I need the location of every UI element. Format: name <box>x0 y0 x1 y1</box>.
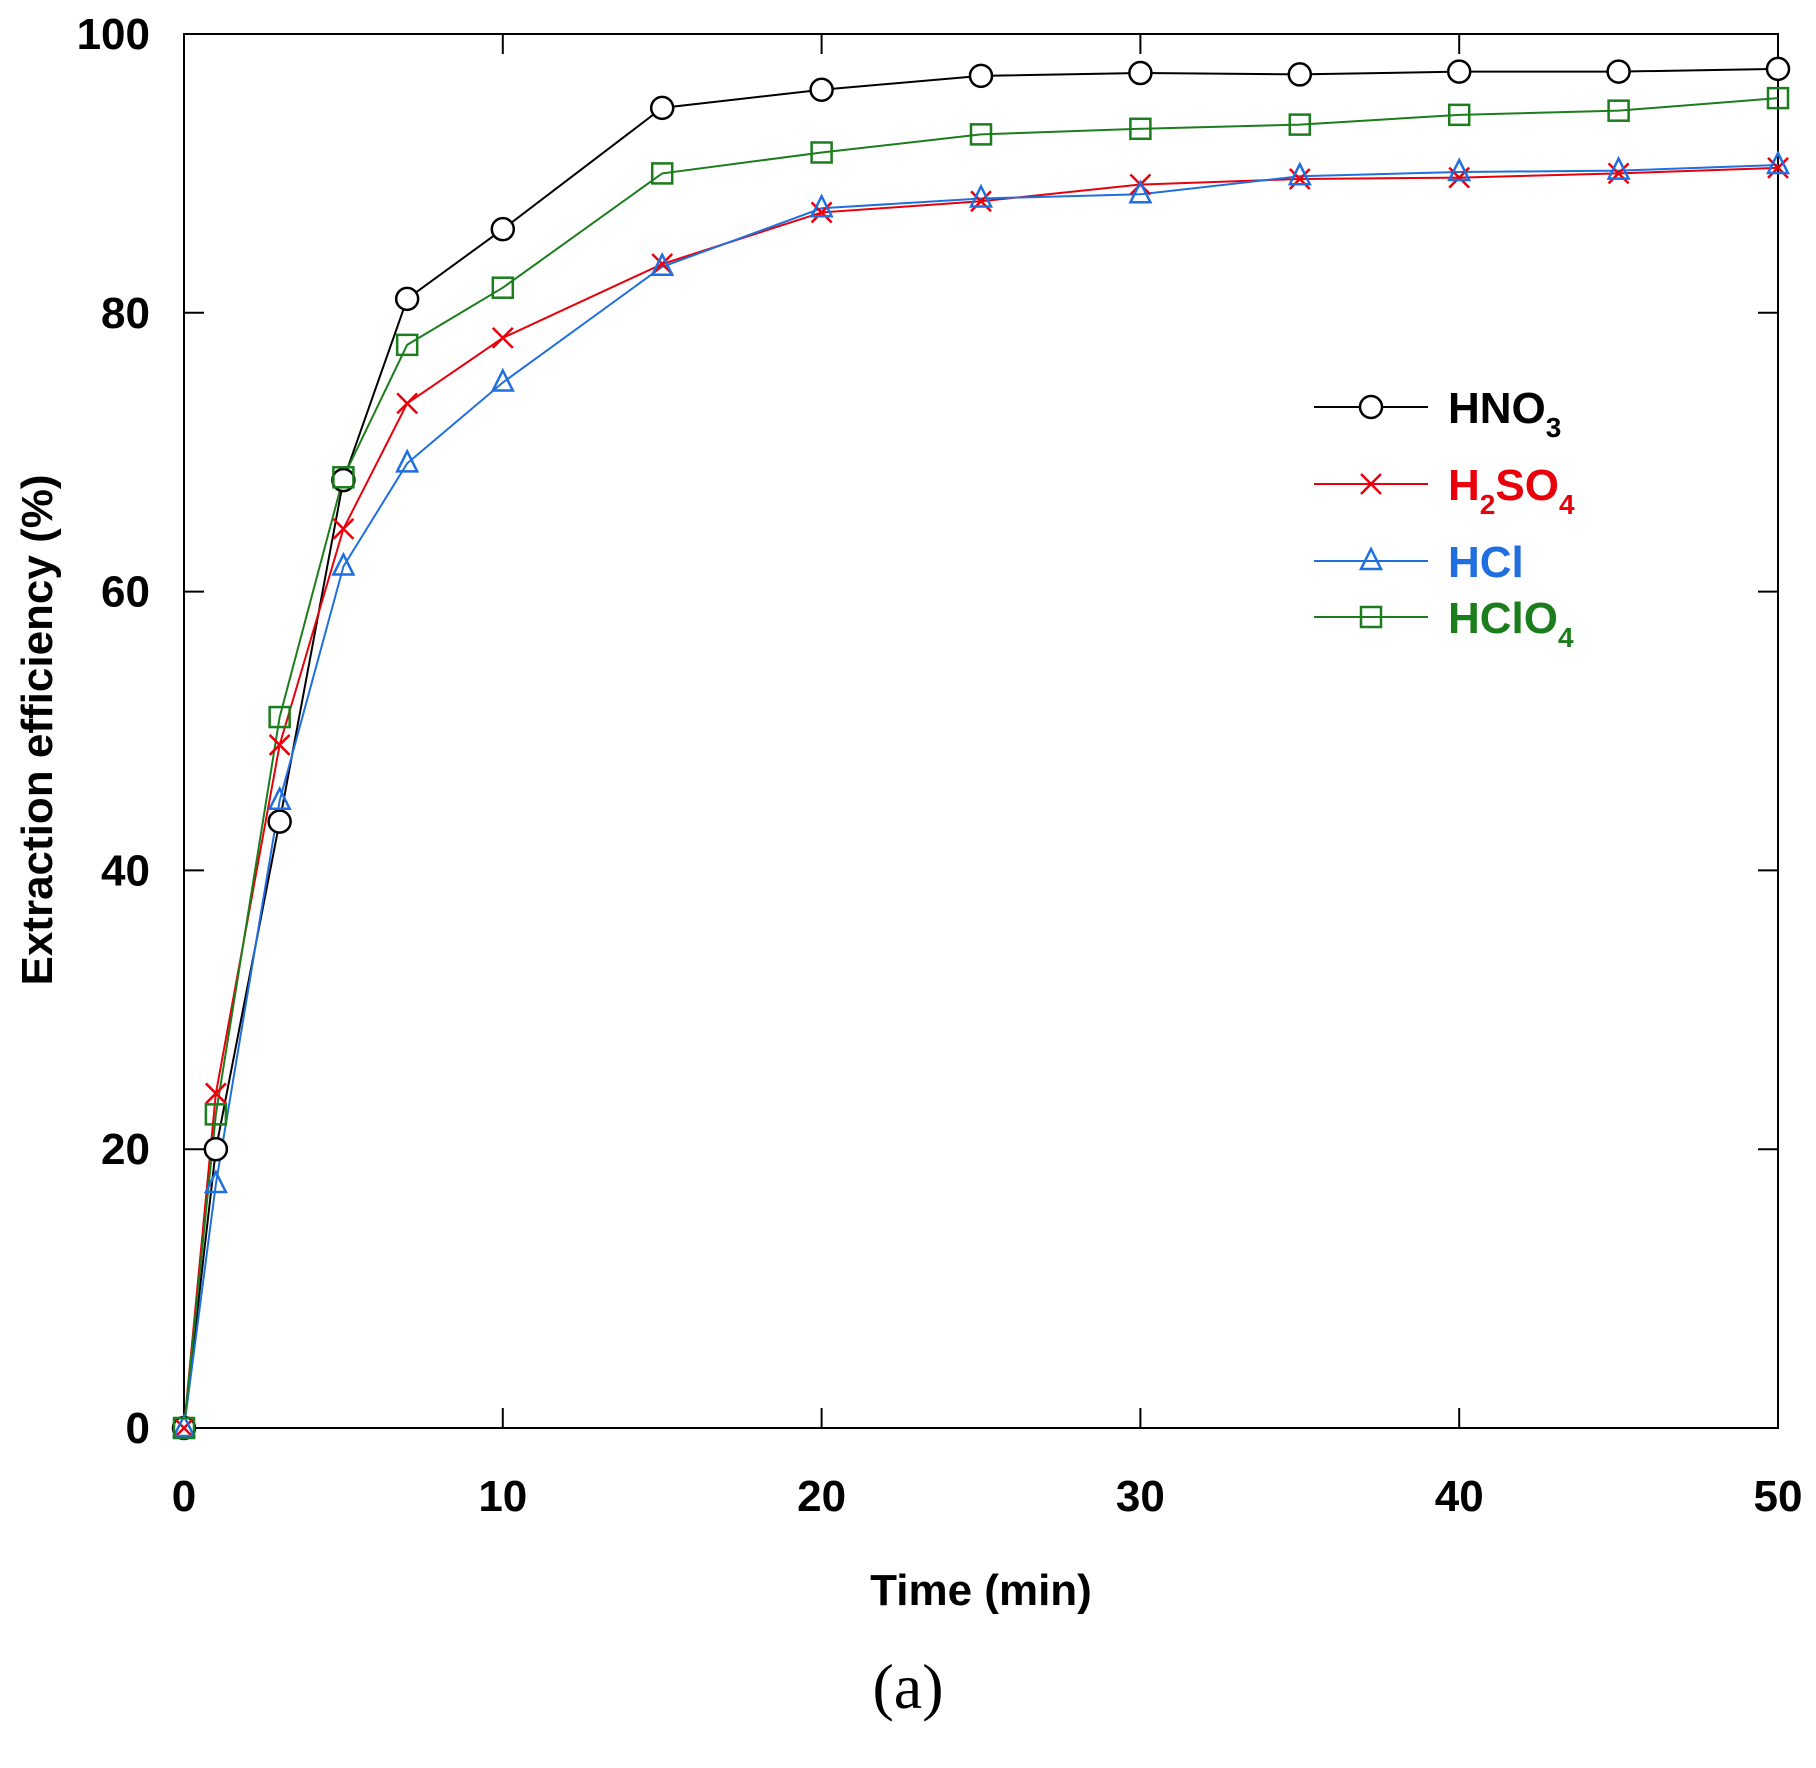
data-point-hclo4 <box>204 1103 228 1126</box>
data-point-hno3 <box>968 63 994 89</box>
data-point-hcl <box>1447 157 1472 182</box>
data-point-hcl <box>809 193 834 218</box>
legend-marker-hclo4 <box>1359 605 1383 629</box>
figure-caption: (a) <box>872 1651 943 1722</box>
data-point-h2so4 <box>173 1417 195 1439</box>
data-point-hcl <box>203 1169 228 1194</box>
legend-item-hcl: HCl <box>1314 538 1524 587</box>
data-point-hno3 <box>1765 56 1791 82</box>
y-axis-title: Extraction efficiency (%) <box>13 474 62 985</box>
y-tick-label: 60 <box>101 568 150 617</box>
data-point-h2so4 <box>1607 162 1630 185</box>
legend-marker-h2so4 <box>1360 473 1382 495</box>
data-point-hcl <box>490 367 515 392</box>
data-point-hcl <box>331 551 356 576</box>
series-markers <box>171 56 1791 1441</box>
x-axis-title: Time (min) <box>870 1566 1092 1615</box>
legend-marker-hno3 <box>1358 394 1384 420</box>
x-tick-label: 0 <box>172 1472 196 1521</box>
y-tick-label: 20 <box>101 1125 150 1174</box>
x-tick-label: 50 <box>1754 1472 1803 1521</box>
legend-label-hno3: HNO3 <box>1448 384 1561 443</box>
data-point-hcl <box>171 1413 197 1438</box>
data-point-h2so4 <box>332 517 355 540</box>
data-point-hclo4 <box>1288 113 1312 136</box>
legend-marker-hcl <box>1358 546 1384 571</box>
x-tick-label: 40 <box>1435 1472 1484 1521</box>
data-point-hno3 <box>1128 60 1153 86</box>
data-point-h2so4 <box>268 734 291 756</box>
data-point-hcl <box>1765 150 1791 175</box>
series-line-h2so4 <box>183 166 1779 1429</box>
data-point-hclo4 <box>650 162 674 185</box>
data-point-hclo4 <box>1447 103 1471 127</box>
axis-ticks <box>183 33 1779 1429</box>
data-point-h2so4 <box>1288 168 1311 190</box>
x-tick-label: 30 <box>1116 1472 1165 1521</box>
data-point-hcl <box>1128 179 1153 204</box>
data-point-hcl <box>1287 161 1312 186</box>
data-point-h2so4 <box>396 392 419 415</box>
data-point-hclo4 <box>1129 117 1152 141</box>
legend-item-hno3: HNO3 <box>1314 384 1561 443</box>
data-point-hclo4 <box>969 123 993 146</box>
x-tick-label: 20 <box>797 1472 846 1521</box>
data-point-hno3 <box>1606 59 1631 84</box>
data-point-hno3 <box>809 77 834 103</box>
data-point-hcl <box>968 183 994 208</box>
legend-item-hclo4: HClO4 <box>1314 594 1574 653</box>
data-point-hno3 <box>394 286 420 312</box>
data-point-hclo4 <box>491 276 515 299</box>
data-point-hno3 <box>203 1136 229 1162</box>
series-lines <box>183 67 1779 1429</box>
data-point-hclo4 <box>395 333 419 357</box>
data-point-hno3 <box>1446 59 1472 84</box>
plot-frame <box>183 33 1779 1429</box>
data-point-hno3 <box>490 216 516 242</box>
legend-label-h2so4: H2SO4 <box>1448 461 1575 520</box>
series-line-hclo4 <box>183 97 1779 1429</box>
y-tick-label: 100 <box>77 10 150 59</box>
data-point-hno3 <box>267 809 292 834</box>
legend-item-h2so4: H2SO4 <box>1314 461 1575 520</box>
data-point-hcl <box>1606 155 1631 180</box>
data-point-hclo4 <box>332 466 355 489</box>
data-point-h2so4 <box>204 1082 227 1105</box>
legend-label-hclo4: HClO4 <box>1448 594 1574 653</box>
x-tick-label: 10 <box>478 1472 527 1521</box>
series-line-hno3 <box>183 67 1779 1429</box>
data-point-hno3 <box>1287 62 1313 87</box>
data-point-hclo4 <box>268 705 291 729</box>
data-point-hclo4 <box>1766 86 1790 110</box>
legend: HNO3 H2SO4 HCl HClO4 <box>1314 384 1575 653</box>
data-point-h2so4 <box>970 190 992 213</box>
data-point-hclo4 <box>810 141 833 164</box>
y-tick-label: 80 <box>101 289 150 338</box>
data-point-h2so4 <box>810 201 833 224</box>
data-point-h2so4 <box>491 327 514 349</box>
data-point-hclo4 <box>172 1416 196 1440</box>
data-point-hcl <box>650 252 675 277</box>
data-point-hclo4 <box>1607 99 1630 122</box>
data-point-hcl <box>395 448 420 473</box>
y-tick-label: 40 <box>101 846 150 895</box>
data-point-h2so4 <box>1767 156 1789 179</box>
series-line-hcl <box>183 164 1779 1429</box>
data-point-hno3 <box>649 95 675 121</box>
axis-tick-labels: 0 10 20 30 40 50 0 20 40 60 80 100 <box>77 10 1803 1521</box>
y-tick-label: 0 <box>126 1404 150 1453</box>
legend-label-hcl: HCl <box>1448 538 1524 587</box>
data-point-hcl <box>267 785 292 810</box>
